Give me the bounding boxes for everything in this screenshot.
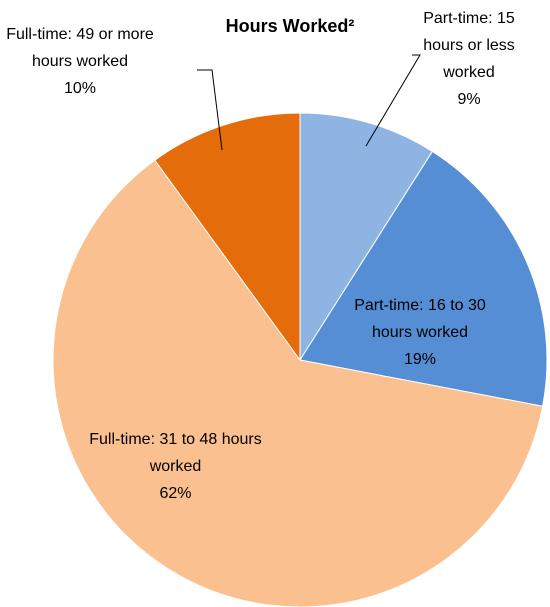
data-label: Part-time: 15 hours or less worked 9% — [408, 5, 530, 113]
label-value: 19% — [403, 351, 437, 368]
pie-slice — [299, 150, 548, 407]
data-label: Full-time: 49 or more hours worked 10% — [5, 21, 155, 102]
pie-slice — [52, 159, 544, 607]
leader-line — [197, 69, 223, 151]
data-label: Part-time: 16 to 30 hours worked 19% — [340, 292, 500, 373]
pie-slice — [299, 112, 434, 362]
label-category: Full-time: 49 or more hours worked — [6, 26, 154, 70]
label-value: 62% — [159, 485, 192, 502]
data-label: Full-time: 31 to 48 hours worked 62% — [88, 426, 263, 507]
leader-line — [365, 54, 421, 147]
pie-slice — [154, 112, 301, 362]
label-value: 9% — [457, 91, 481, 108]
label-category: Part-time: 15 hours or less worked — [423, 10, 515, 81]
label-category: Part-time: 16 to 30 hours worked — [354, 297, 486, 341]
label-value: 10% — [63, 80, 97, 97]
chart-title: Hours Worked² — [225, 16, 355, 36]
label-category: Full-time: 31 to 48 hours worked — [89, 431, 262, 475]
